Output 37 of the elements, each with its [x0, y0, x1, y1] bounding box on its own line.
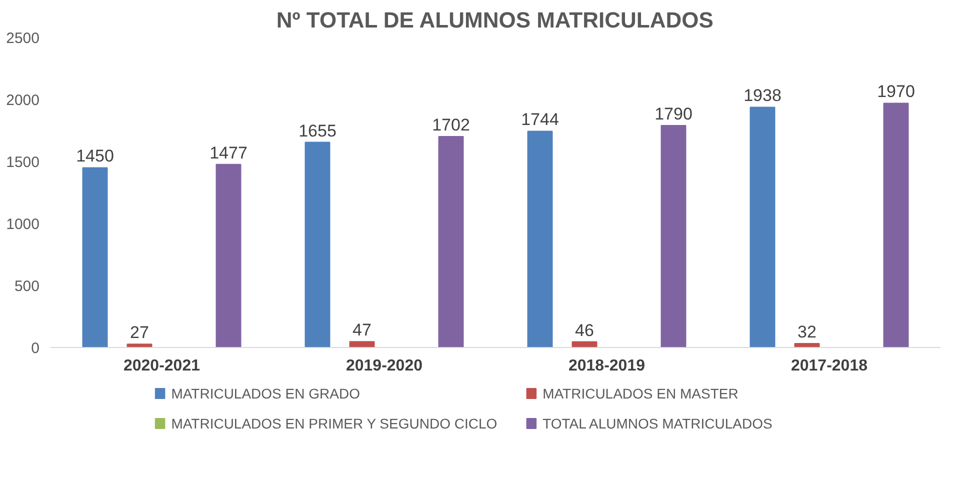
data-label: 1744 [521, 110, 559, 130]
bar [438, 136, 464, 348]
chart-title: Nº TOTAL DE ALUMNOS MATRICULADOS [276, 8, 714, 32]
data-label: 1970 [877, 82, 915, 102]
data-label: 47 [352, 320, 372, 340]
data-label: 1655 [298, 121, 336, 140]
x-tick-label: 2018-2019 [568, 358, 646, 374]
y-tick-label: 500 [14, 278, 40, 295]
data-label: 1450 [76, 146, 114, 166]
y-tick-label: 2500 [6, 30, 40, 47]
bar [349, 341, 375, 348]
y-tick-label: 1500 [6, 154, 40, 171]
bar [660, 125, 686, 348]
data-label: 32 [798, 322, 816, 342]
legend-label: MATRICULADOS EN PRIMER Y SEGUNDO CICLO [171, 416, 498, 432]
bar [126, 344, 152, 348]
x-tick-label: 2017-2018 [790, 358, 868, 374]
bar [527, 130, 553, 348]
y-tick-label: 2000 [6, 92, 40, 109]
y-tick-label: 1000 [6, 216, 40, 233]
x-tick-label: 2019-2020 [346, 358, 423, 374]
bar [216, 164, 242, 348]
legend-label: MATRICULADOS EN GRADO [171, 386, 360, 402]
legend-label: TOTAL ALUMNOS MATRICULADOS [542, 416, 772, 432]
data-label: 1790 [654, 104, 692, 124]
legend-label: MATRICULADOS EN MASTER [542, 386, 738, 402]
bar [883, 102, 909, 348]
bar [750, 106, 776, 348]
data-label: 46 [575, 320, 594, 340]
x-tick-label: 2020-2021 [123, 358, 200, 374]
bar [82, 167, 108, 348]
data-label: 1477 [210, 143, 248, 162]
data-label: 27 [130, 323, 149, 342]
data-label: 1702 [432, 115, 470, 134]
y-tick-label: 0 [31, 340, 40, 357]
data-label: 1938 [744, 86, 782, 106]
bar [304, 142, 330, 348]
